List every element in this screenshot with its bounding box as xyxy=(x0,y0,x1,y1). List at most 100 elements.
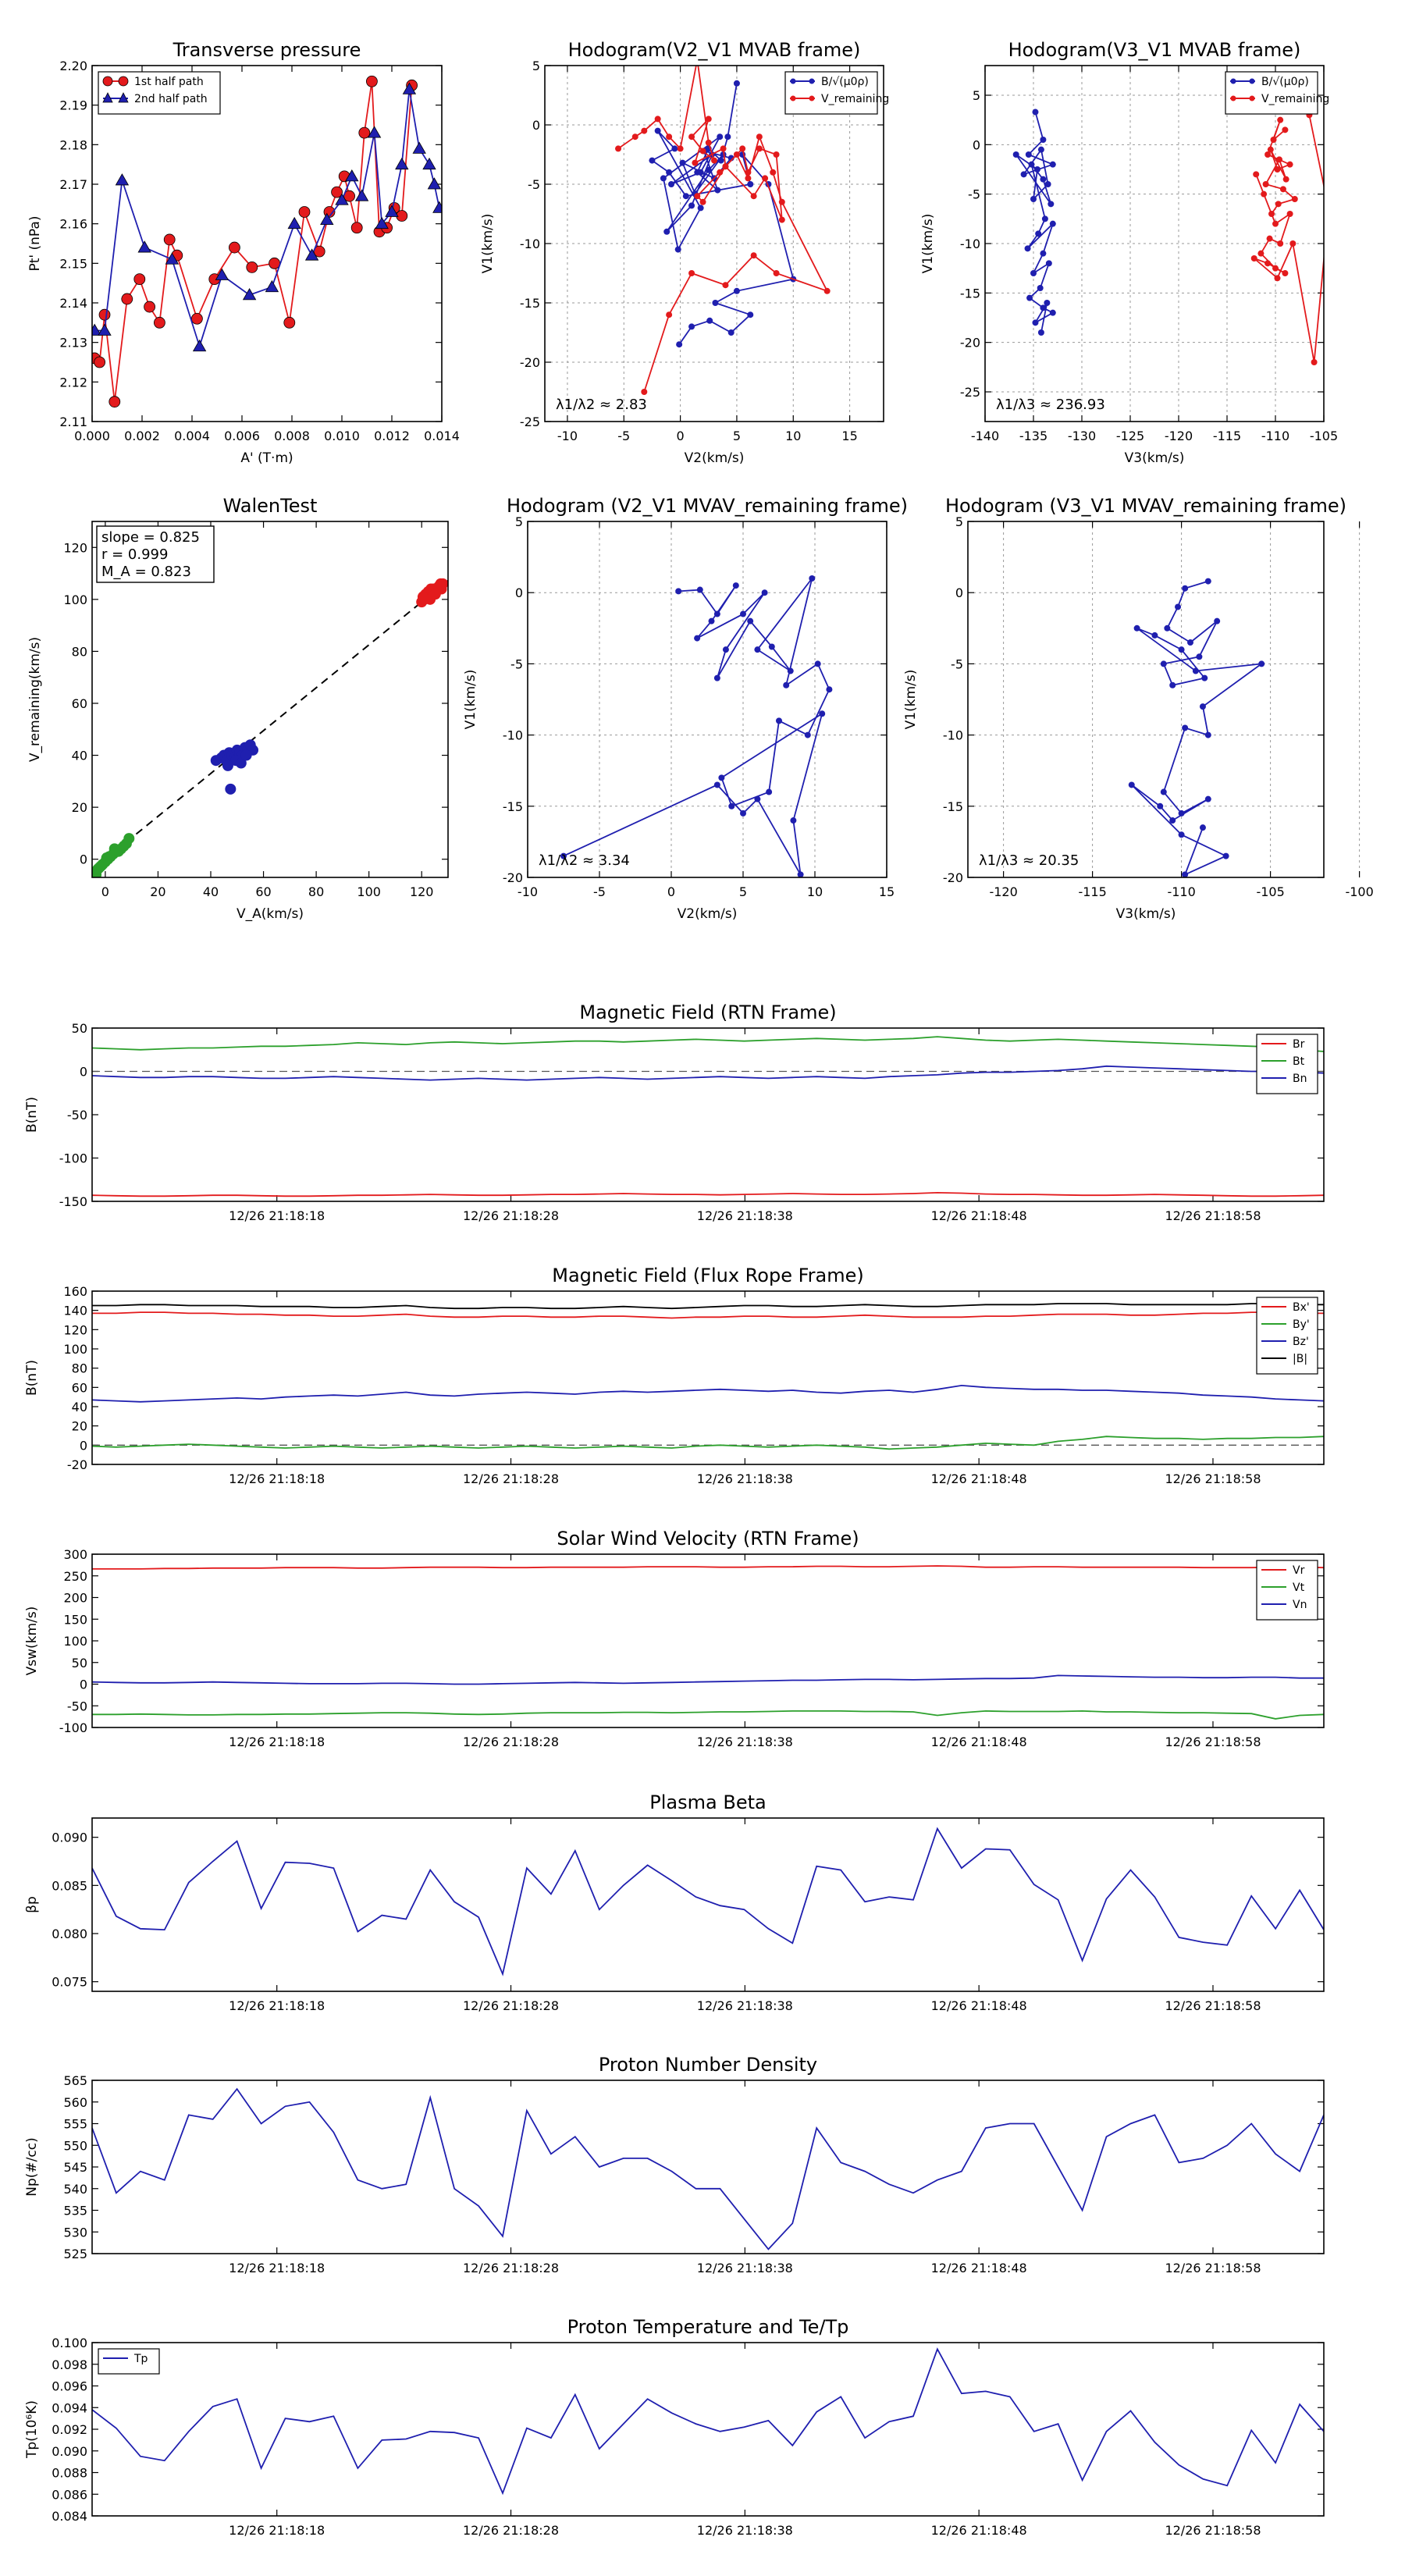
data-point xyxy=(718,774,725,781)
x-tick-label: -110 xyxy=(1261,429,1289,443)
y-tick-label: 2.17 xyxy=(59,177,87,192)
series-line-0 xyxy=(650,83,795,345)
x-tick-label: -125 xyxy=(1116,429,1144,443)
legend-label: Vn xyxy=(1293,1599,1307,1611)
legend-marker xyxy=(102,76,113,87)
plot-area xyxy=(92,2347,1324,2496)
data-point xyxy=(747,617,754,624)
data-point xyxy=(350,222,363,234)
data-point xyxy=(756,145,763,152)
data-point xyxy=(1133,624,1140,632)
data-point xyxy=(287,216,301,229)
data-point xyxy=(1258,660,1265,667)
y-tick-label: 0 xyxy=(515,585,523,600)
x-tick-label: 12/26 21:18:28 xyxy=(463,1471,559,1486)
plot-frame xyxy=(984,65,1325,422)
data-point xyxy=(1182,871,1189,877)
chart-hodogram_v3v1_mvab: Hodogram(V3_V1 MVAB frame) -25 -20 -15 -10 -5… xyxy=(920,39,1338,466)
y-axis-label: V1(km/s) xyxy=(920,214,936,274)
data-point xyxy=(137,240,151,253)
y-tick-label: 2.18 xyxy=(59,137,87,152)
data-point xyxy=(1274,166,1281,173)
y-tick-label: 0 xyxy=(955,585,963,600)
chart-magnetic_field_rtn: Magnetic Field (RTN Frame) -150 -100 -50 0 50… xyxy=(24,1002,1325,1223)
data-point xyxy=(95,860,107,872)
legend-box xyxy=(98,71,221,115)
legend-label: B/√(μ0ρ) xyxy=(821,76,869,88)
data-point xyxy=(1049,220,1056,227)
chart-title: Magnetic Field (RTN Frame) xyxy=(579,1002,836,1023)
y-tick-label: 250 xyxy=(63,1569,87,1584)
y-tick-label: -25 xyxy=(960,385,980,400)
data-point xyxy=(1033,166,1040,173)
data-point xyxy=(688,202,695,209)
x-tick-label: 12/26 21:18:58 xyxy=(1165,1998,1261,2013)
data-point xyxy=(668,181,675,187)
y-tick-label: -50 xyxy=(67,1108,87,1123)
y-tick-label: -20 xyxy=(943,870,963,885)
data-point xyxy=(1178,831,1185,838)
y-tick-label: -5 xyxy=(528,177,540,192)
legend-marker xyxy=(790,78,796,84)
data-point xyxy=(697,205,704,212)
legend-label: By' xyxy=(1293,1318,1310,1331)
data-point xyxy=(1175,603,1182,610)
data-point xyxy=(733,151,740,158)
stats-text: M_A = 0.823 xyxy=(101,564,191,580)
data-point xyxy=(768,643,775,650)
series-line-1 xyxy=(617,66,829,393)
data-point xyxy=(1182,585,1189,592)
data-point xyxy=(1160,660,1167,667)
data-point xyxy=(692,159,699,166)
data-point xyxy=(215,268,229,280)
x-tick-label: -115 xyxy=(1078,884,1106,899)
data-point xyxy=(677,145,684,152)
data-point xyxy=(804,731,811,738)
x-tick-label: 10 xyxy=(807,884,823,899)
plot-area xyxy=(92,578,448,877)
legend: Tp xyxy=(98,2348,160,2375)
chart-title: Proton Temperature and Te/Tp xyxy=(567,2316,849,2338)
data-point xyxy=(1268,211,1275,217)
y-tick-label: -20 xyxy=(503,870,523,885)
x-tick-label: -140 xyxy=(971,429,999,443)
data-point xyxy=(688,133,695,141)
eigenvalue-ratio: λ1/λ2 ≈ 2.83 xyxy=(556,397,647,413)
y-tick-label: 565 xyxy=(63,2073,87,2088)
y-tick-label: 0.094 xyxy=(52,2400,87,2415)
data-point xyxy=(1264,151,1272,158)
data-point xyxy=(304,248,319,261)
chart-title: Proton Number Density xyxy=(599,2054,817,2076)
data-point xyxy=(1020,171,1027,178)
fit-line xyxy=(105,579,448,860)
data-point xyxy=(776,717,782,724)
data-point xyxy=(1282,270,1289,276)
legend: B/√(μ0ρ) V_remaining xyxy=(1225,71,1329,115)
data-point xyxy=(778,198,785,205)
y-tick-label: 0.092 xyxy=(52,2422,87,2437)
data-point xyxy=(320,212,334,226)
legend-label: Bn xyxy=(1293,1073,1307,1085)
data-point xyxy=(1282,126,1289,133)
x-tick-label: 12/26 21:18:48 xyxy=(931,1735,1027,1749)
data-point xyxy=(265,279,279,293)
x-tick-label: 80 xyxy=(308,884,324,899)
chart-magnetic_field_flux_rope: Magnetic Field (Flux Rope Frame) -20 0 20 40… xyxy=(24,1265,1325,1486)
series-line-1 xyxy=(92,1036,1324,1052)
data-point xyxy=(641,127,648,134)
x-tick-label: -135 xyxy=(1019,429,1048,443)
data-point xyxy=(711,157,717,164)
data-point xyxy=(747,181,754,187)
plot-area xyxy=(92,1036,1324,1197)
data-point xyxy=(740,610,746,617)
data-point xyxy=(1030,270,1037,276)
data-point xyxy=(422,157,436,170)
data-point xyxy=(696,586,703,593)
chart-hodogram_v3v1_mvav: Hodogram (V3_V1 MVAV_remaining frame) -20… xyxy=(903,495,1374,922)
legend: B/√(μ0ρ) V_remaining xyxy=(784,71,889,115)
y-tick-label: 0.084 xyxy=(52,2509,87,2524)
legend-marker xyxy=(1249,95,1255,101)
data-point xyxy=(722,163,729,170)
data-point xyxy=(123,833,135,845)
data-point xyxy=(694,193,701,200)
